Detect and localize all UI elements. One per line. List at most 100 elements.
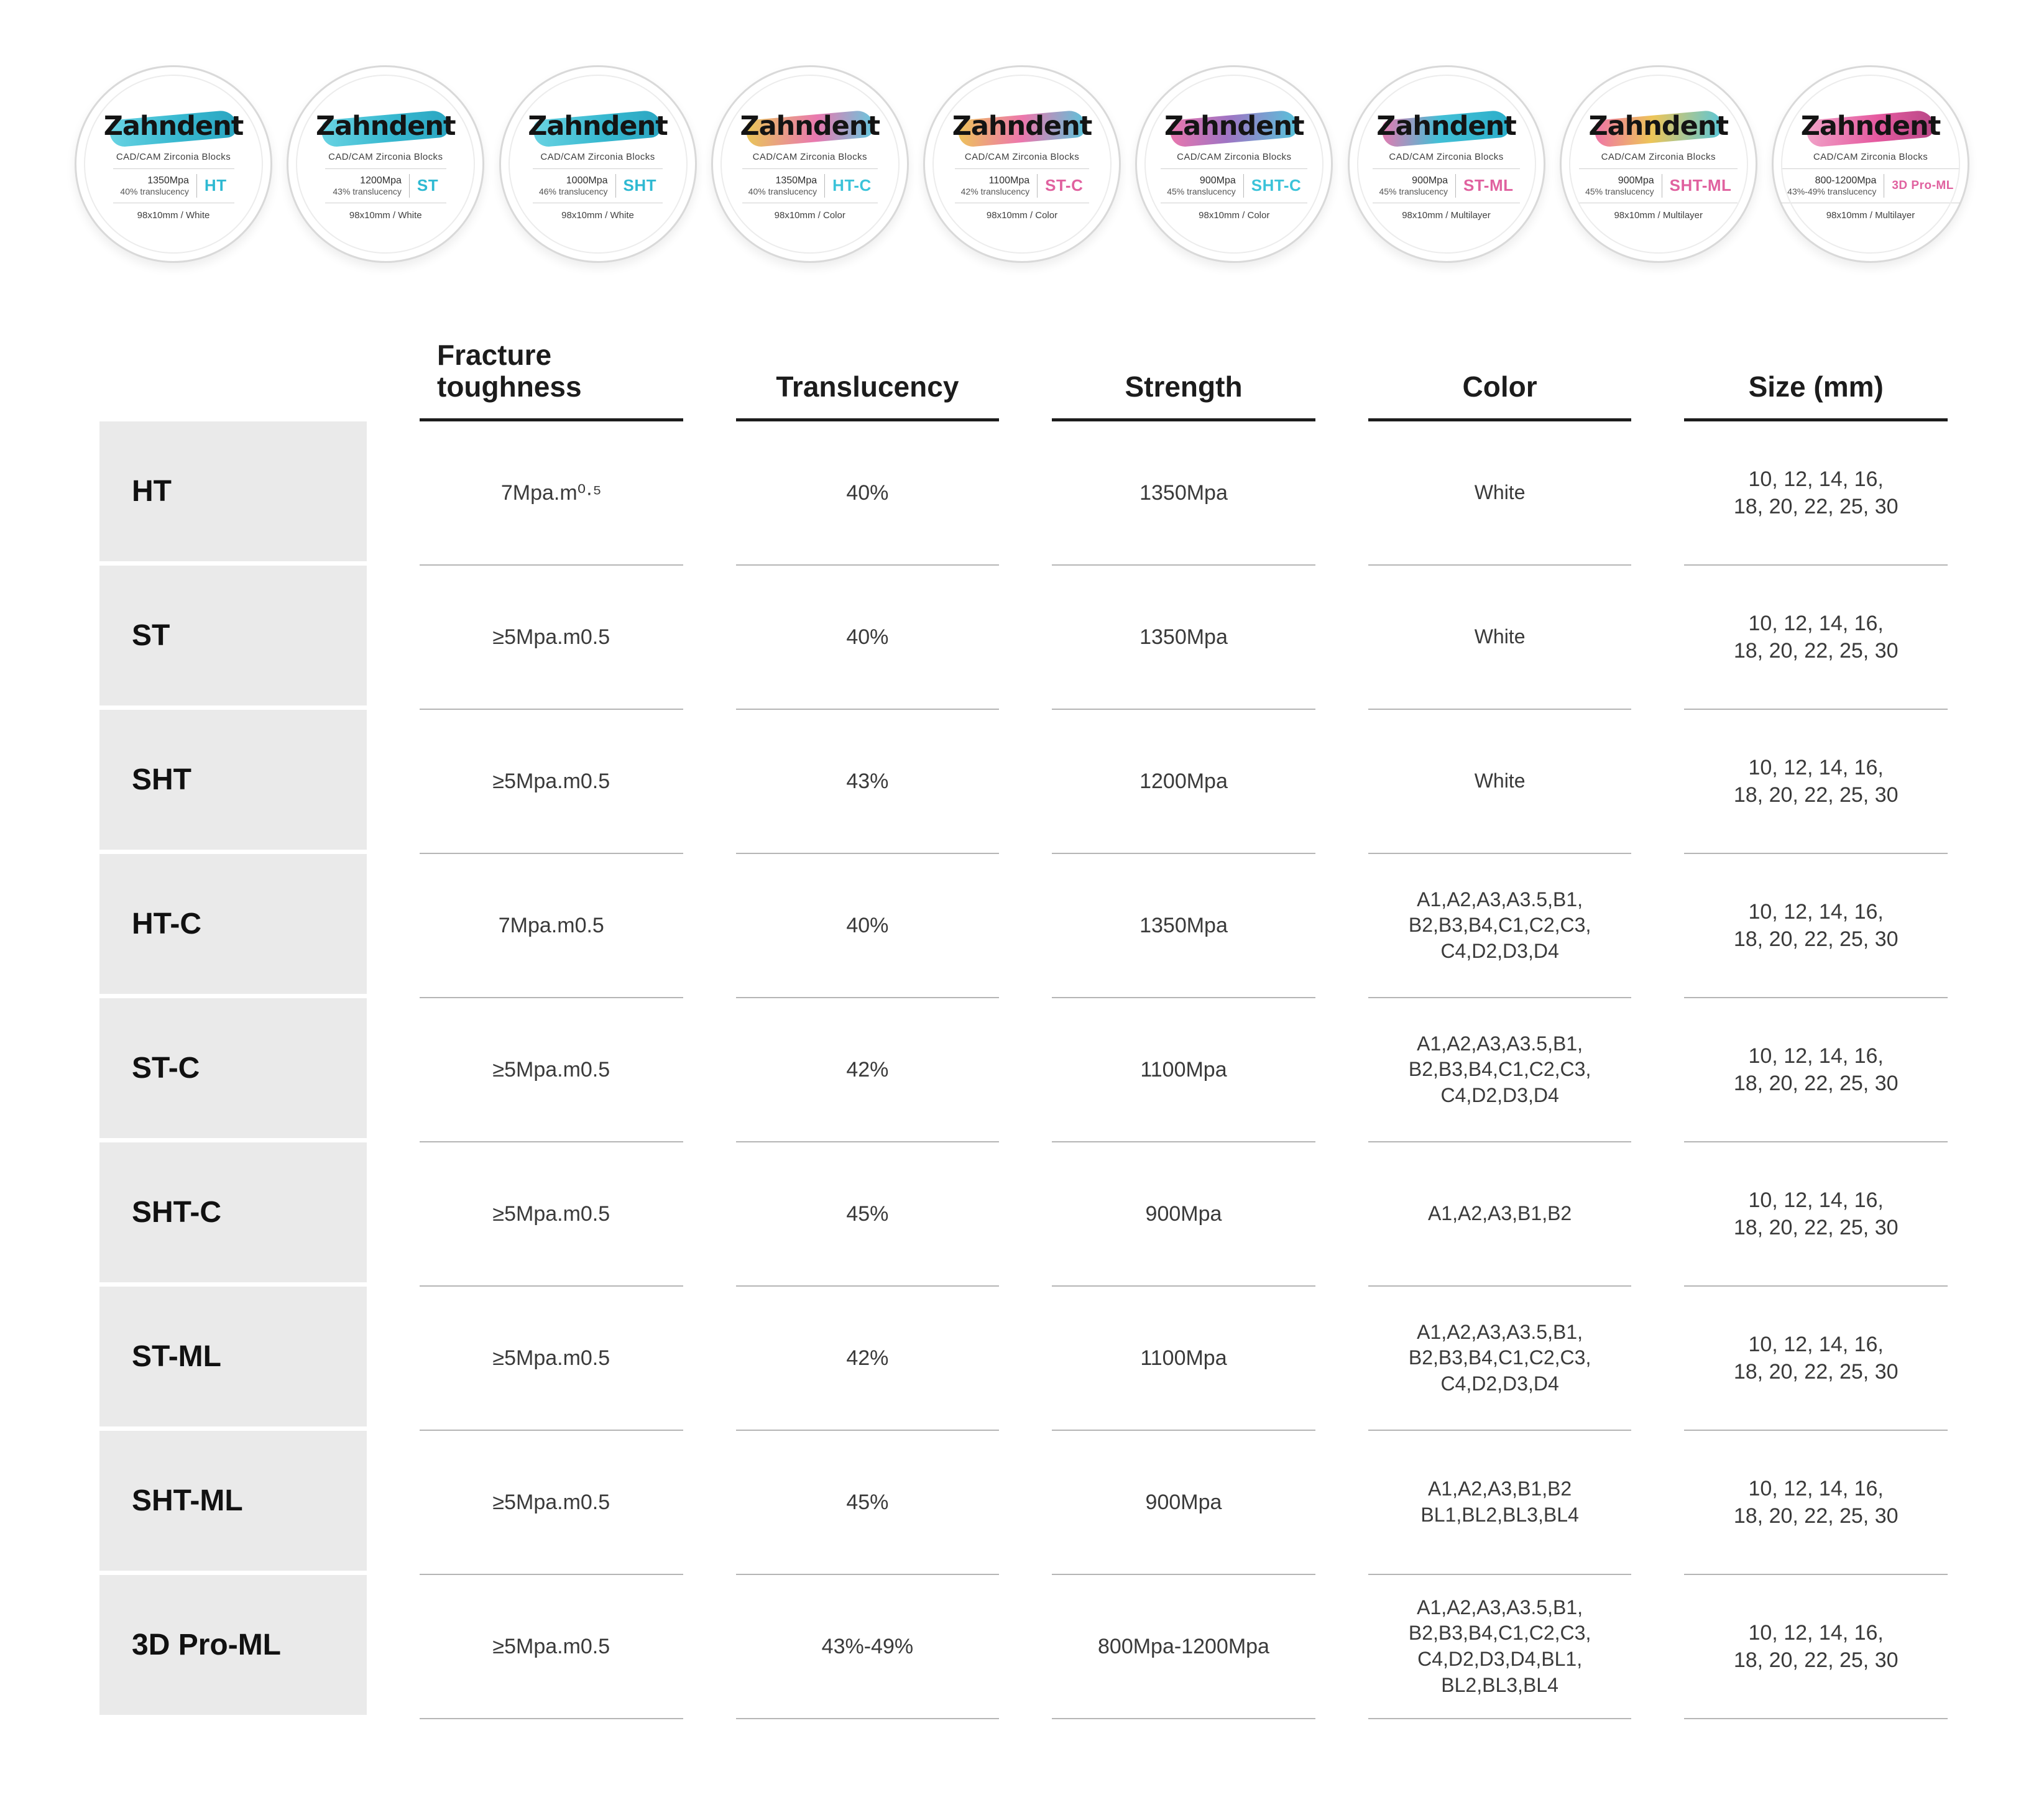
cell-toughness: ≥5Mpa.m0.5 bbox=[420, 710, 683, 854]
brand-logo: Zahndent bbox=[103, 108, 244, 148]
brand-text: Zahndent bbox=[528, 110, 668, 142]
product-disc-st: Zahndent CAD/CAM Zirconia Blocks 1200Mpa… bbox=[287, 65, 485, 263]
cell-strength: 1350Mpa bbox=[1052, 566, 1315, 710]
divider bbox=[196, 173, 197, 198]
disc-spec-values: 1000Mpa 46% translucency bbox=[539, 175, 608, 196]
row-label-sht: SHT bbox=[99, 710, 367, 854]
column-header-size: Size (mm) bbox=[1684, 322, 1948, 421]
disc-strength: 1350Mpa bbox=[147, 175, 189, 186]
disc-translucency: 43% translucency bbox=[333, 186, 402, 196]
disc-tagline: CAD/CAM Zirconia Blocks bbox=[328, 151, 443, 162]
cell-strength: 1350Mpa bbox=[1052, 854, 1315, 998]
cell-translucency: 40% bbox=[735, 854, 1000, 998]
cell-strength: 900Mpa bbox=[1052, 1142, 1315, 1287]
cell-color: White bbox=[1368, 421, 1632, 566]
disc-type-label: ST bbox=[417, 176, 439, 195]
disc-translucency: 42% translucency bbox=[960, 186, 1030, 196]
disc-strength: 800-1200Mpa bbox=[1815, 175, 1877, 186]
cell-size: 10, 12, 14, 16, 18, 20, 22, 25, 30 bbox=[1684, 998, 1948, 1142]
disc-spec-row: 900Mpa 45% translucency SHT-C bbox=[1161, 168, 1308, 203]
column-header-translucency: Translucency bbox=[735, 322, 1000, 421]
cell-translucency: 45% bbox=[735, 1431, 1000, 1575]
divider bbox=[1037, 173, 1038, 198]
disc-dimensions: 98x10mm / White bbox=[349, 209, 422, 221]
cell-size: 10, 12, 14, 16, 18, 20, 22, 25, 30 bbox=[1684, 710, 1948, 854]
disc-spec-values: 900Mpa 45% translucency bbox=[1585, 175, 1654, 196]
brand-text: Zahndent bbox=[1800, 110, 1941, 142]
disc-spec-values: 1200Mpa 43% translucency bbox=[333, 175, 402, 196]
cell-color: A1,A2,A3,A3.5,B1, B2,B3,B4,C1,C2,C3, C4,… bbox=[1368, 1575, 1632, 1719]
cell-toughness: 7Mpa.m⁰·⁵ bbox=[420, 421, 683, 566]
disc-tagline: CAD/CAM Zirconia Blocks bbox=[752, 151, 867, 162]
brand-logo: Zahndent bbox=[1588, 108, 1729, 148]
disc-dimensions: 98x10mm / Multilayer bbox=[1402, 209, 1491, 221]
disc-dimensions: 98x10mm / Multilayer bbox=[1826, 209, 1915, 221]
row-label-st-c: ST-C bbox=[99, 998, 367, 1142]
cell-strength: 1100Mpa bbox=[1052, 1287, 1315, 1431]
disc-spec-row: 1200Mpa 43% translucency ST bbox=[325, 168, 446, 203]
disc-type-label: 3D Pro-ML bbox=[1892, 178, 1954, 192]
cell-toughness: ≥5Mpa.m0.5 bbox=[420, 1575, 683, 1719]
cell-color: A1,A2,A3,B1,B2 BL1,BL2,BL3,BL4 bbox=[1368, 1431, 1632, 1575]
disc-strength: 1100Mpa bbox=[988, 175, 1030, 186]
disc-spec-values: 1100Mpa 42% translucency bbox=[961, 175, 1030, 196]
cell-color: White bbox=[1368, 566, 1632, 710]
disc-tagline: CAD/CAM Zirconia Blocks bbox=[1601, 151, 1716, 162]
disc-dimensions: 98x10mm / White bbox=[561, 209, 634, 221]
disc-spec-row: 1000Mpa 46% translucency SHT bbox=[532, 168, 663, 203]
brand-text: Zahndent bbox=[103, 110, 244, 142]
disc-type-label: ST-ML bbox=[1463, 176, 1514, 195]
brand-logo: Zahndent bbox=[952, 108, 1093, 148]
cell-strength: 1200Mpa bbox=[1052, 710, 1315, 854]
brand-logo: Zahndent bbox=[1800, 108, 1941, 148]
disc-tagline: CAD/CAM Zirconia Blocks bbox=[116, 151, 231, 162]
divider bbox=[824, 173, 826, 198]
brand-text: Zahndent bbox=[1376, 110, 1517, 142]
disc-type-label: HT-C bbox=[832, 176, 872, 195]
brand-text: Zahndent bbox=[952, 110, 1093, 142]
disc-tagline: CAD/CAM Zirconia Blocks bbox=[540, 151, 655, 162]
disc-strength: 1000Mpa bbox=[566, 175, 608, 186]
cell-strength: 800Mpa-1200Mpa bbox=[1052, 1575, 1315, 1719]
row-label-st-ml: ST-ML bbox=[99, 1287, 367, 1431]
disc-spec-values: 900Mpa 45% translucency bbox=[1379, 175, 1448, 196]
row-label-ht: HT bbox=[99, 421, 367, 566]
cell-translucency: 42% bbox=[735, 998, 1000, 1142]
disc-type-label: SHT-ML bbox=[1669, 176, 1732, 195]
cell-toughness: 7Mpa.m0.5 bbox=[420, 854, 683, 998]
disc-type-label: SHT bbox=[623, 176, 656, 195]
divider bbox=[1455, 173, 1456, 198]
cell-translucency: 43%-49% bbox=[735, 1575, 1000, 1719]
spec-table: Fracture toughness Translucency Strength… bbox=[0, 322, 2044, 1719]
disc-translucency: 45% translucency bbox=[1167, 186, 1236, 196]
row-label-3d-pro-ml: 3D Pro-ML bbox=[99, 1575, 367, 1719]
divider bbox=[1243, 173, 1244, 198]
cell-color: A1,A2,A3,A3.5,B1, B2,B3,B4,C1,C2,C3, C4,… bbox=[1368, 1287, 1632, 1431]
cell-color: A1,A2,A3,A3.5,B1, B2,B3,B4,C1,C2,C3, C4,… bbox=[1368, 998, 1632, 1142]
disc-spec-row: 1100Mpa 42% translucency ST-C bbox=[954, 168, 1090, 203]
cell-color: White bbox=[1368, 710, 1632, 854]
row-label-sht-ml: SHT-ML bbox=[99, 1431, 367, 1575]
column-header-color: Color bbox=[1368, 322, 1632, 421]
cell-size: 10, 12, 14, 16, 18, 20, 22, 25, 30 bbox=[1684, 566, 1948, 710]
disc-spec-row: 900Mpa 45% translucency SHT-ML bbox=[1579, 168, 1738, 203]
brand-logo: Zahndent bbox=[528, 108, 668, 148]
disc-type-label: ST-C bbox=[1045, 176, 1084, 195]
product-disc-ht-c: Zahndent CAD/CAM Zirconia Blocks 1350Mpa… bbox=[711, 65, 909, 263]
disc-translucency: 45% translucency bbox=[1379, 186, 1448, 196]
disc-spec-values: 1350Mpa 40% translucency bbox=[748, 175, 817, 196]
row-label-st: ST bbox=[99, 566, 367, 710]
disc-strength: 900Mpa bbox=[1618, 175, 1654, 186]
disc-spec-row: 800-1200Mpa 43%-49% translucency 3D Pro-… bbox=[1781, 168, 1960, 203]
disc-strength: 900Mpa bbox=[1199, 175, 1236, 186]
disc-translucency: 40% translucency bbox=[120, 186, 189, 196]
cell-toughness: ≥5Mpa.m0.5 bbox=[420, 998, 683, 1142]
cell-size: 10, 12, 14, 16, 18, 20, 22, 25, 30 bbox=[1684, 1575, 1948, 1719]
brand-logo: Zahndent bbox=[316, 108, 456, 148]
disc-tagline: CAD/CAM Zirconia Blocks bbox=[1177, 151, 1292, 162]
divider bbox=[408, 173, 410, 198]
product-disc-sht-c: Zahndent CAD/CAM Zirconia Blocks 900Mpa … bbox=[1135, 65, 1333, 263]
disc-strength: 1350Mpa bbox=[775, 175, 817, 186]
product-disc-st-ml: Zahndent CAD/CAM Zirconia Blocks 900Mpa … bbox=[1347, 65, 1545, 263]
disc-spec-row: 1350Mpa 40% translucency HT-C bbox=[742, 168, 878, 203]
